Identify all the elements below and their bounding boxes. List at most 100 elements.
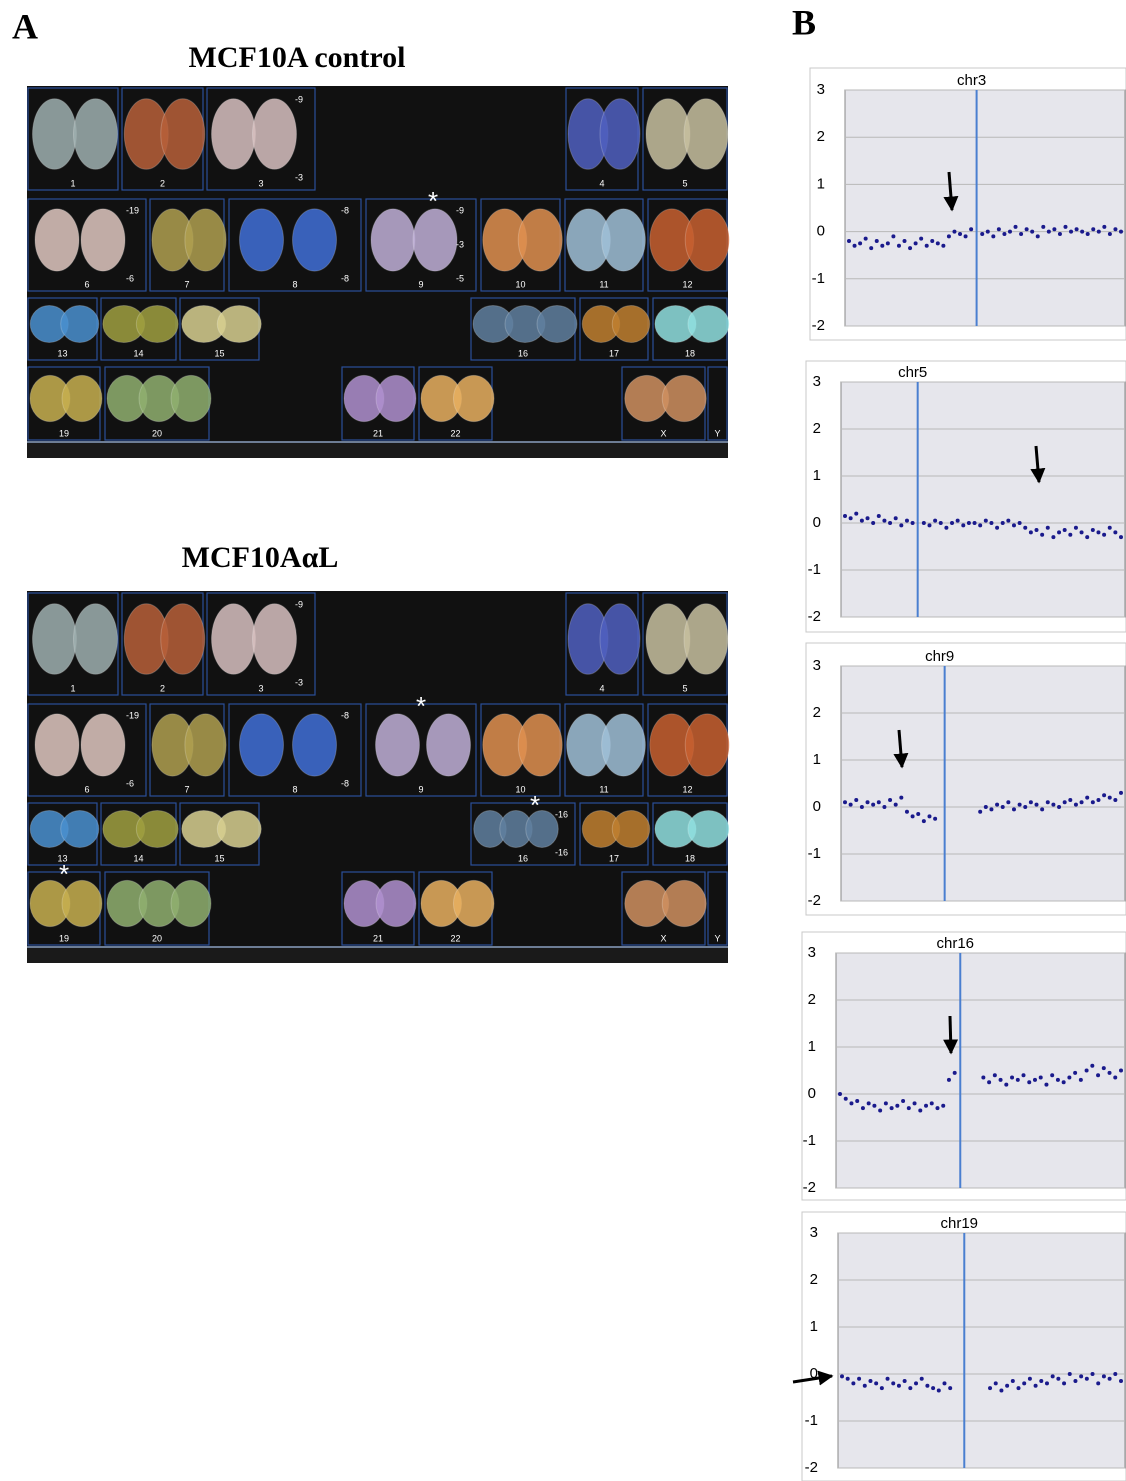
chromosome-box <box>470 802 576 866</box>
data-point <box>1002 231 1007 236</box>
chromosome <box>687 810 730 848</box>
chromosome-box <box>206 87 316 191</box>
band-label: -3 <box>295 172 303 182</box>
y-tick-label: -2 <box>805 1459 818 1476</box>
data-point <box>876 513 881 518</box>
data-point <box>998 1077 1003 1082</box>
chart-title: chr9 <box>925 648 954 665</box>
data-point <box>880 243 885 248</box>
chromosome <box>375 713 420 777</box>
data-point <box>918 1108 923 1113</box>
data-point <box>1107 795 1112 800</box>
data-point <box>978 523 983 528</box>
chromosome <box>599 603 641 675</box>
data-point <box>1035 234 1040 239</box>
data-point <box>862 1383 867 1388</box>
data-point <box>1067 1075 1072 1080</box>
data-point <box>1096 1073 1101 1078</box>
data-point <box>883 1101 888 1106</box>
chromosome-label: 21 <box>373 428 383 438</box>
data-point <box>872 1103 877 1108</box>
data-point <box>1006 800 1011 805</box>
data-point <box>946 234 951 239</box>
data-point <box>859 805 864 809</box>
data-point <box>925 1383 930 1388</box>
data-point <box>1073 802 1078 807</box>
data-point <box>1032 1077 1037 1082</box>
y-tick-label: 2 <box>808 991 816 1008</box>
data-point <box>995 802 1000 807</box>
chromosome-label: 1 <box>70 683 75 693</box>
chromosome <box>216 810 262 848</box>
data-point <box>1015 1077 1020 1082</box>
data-point <box>893 516 898 521</box>
chromosome <box>170 374 212 423</box>
data-point <box>988 1386 993 1391</box>
chromosome-label: 13 <box>57 348 67 358</box>
data-point <box>838 1092 842 1096</box>
chromosome-label: 20 <box>152 933 162 943</box>
data-point <box>857 1376 862 1381</box>
data-point <box>1030 229 1035 234</box>
data-point <box>860 1106 865 1111</box>
data-point <box>996 227 1001 232</box>
chromosome <box>375 374 417 423</box>
chromosome <box>239 208 284 272</box>
data-point <box>992 1073 997 1078</box>
data-point <box>1073 1070 1078 1075</box>
chromosome <box>211 98 256 170</box>
chromosome-box <box>707 366 728 441</box>
chromosome <box>611 810 651 848</box>
data-point <box>1045 800 1050 805</box>
chromosome-label: 5 <box>682 683 687 693</box>
chromosome-label: 22 <box>450 933 460 943</box>
chromosome <box>61 374 103 423</box>
chromosome-label: 15 <box>214 853 224 863</box>
chromosome-label: 12 <box>682 279 692 289</box>
chromosome <box>73 98 118 170</box>
data-point <box>1023 805 1028 809</box>
data-point <box>916 812 921 817</box>
data-point <box>1041 224 1046 229</box>
plot-area <box>840 665 1126 902</box>
data-point <box>871 802 876 807</box>
data-point <box>961 523 966 528</box>
y-tick-label: -2 <box>812 317 825 334</box>
chromosome-label: Y <box>714 428 720 438</box>
data-point <box>885 1376 890 1381</box>
data-point <box>1107 1376 1112 1381</box>
data-point <box>1050 1374 1055 1379</box>
arrow <box>792 1370 834 1386</box>
data-point <box>1051 535 1056 540</box>
data-point <box>919 1376 924 1381</box>
chromosome <box>60 305 100 343</box>
data-point <box>1023 525 1028 530</box>
y-tick-label: -1 <box>808 845 821 862</box>
data-point <box>1039 1379 1044 1384</box>
y-tick-label: -1 <box>812 270 825 287</box>
data-point <box>987 1080 992 1085</box>
chromosome <box>683 98 729 170</box>
data-point <box>1079 530 1084 535</box>
chromosome <box>32 98 77 170</box>
data-point <box>912 1101 917 1106</box>
data-point <box>963 234 968 239</box>
chromosome <box>252 98 297 170</box>
data-point <box>941 243 946 248</box>
data-point <box>1010 1379 1015 1384</box>
y-tick-label: -2 <box>803 1179 816 1196</box>
chromosome <box>184 208 227 272</box>
chromosome-label: 9 <box>418 279 423 289</box>
data-point <box>1000 521 1005 525</box>
data-point <box>1005 1383 1010 1388</box>
data-point <box>935 241 940 246</box>
data-point <box>1021 1073 1026 1078</box>
data-point <box>902 239 907 244</box>
data-point <box>888 797 893 802</box>
data-point <box>1006 518 1011 523</box>
chromosome <box>599 98 641 170</box>
data-point <box>1096 797 1101 802</box>
data-point <box>1019 231 1024 236</box>
data-point <box>1107 525 1112 530</box>
